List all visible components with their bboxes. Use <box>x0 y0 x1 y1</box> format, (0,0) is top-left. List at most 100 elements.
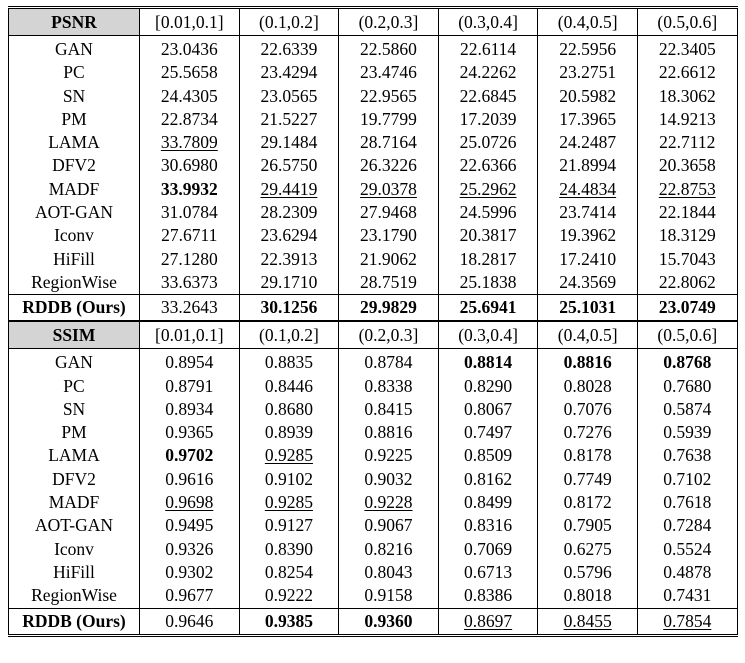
table-cell: 25.2962 <box>437 177 539 202</box>
table-cell: 17.2410 <box>537 247 638 271</box>
cell-value: 24.2487 <box>559 132 617 153</box>
cell-value: 0.8172 <box>563 492 612 513</box>
method-name: MADF <box>8 177 140 202</box>
cell-value: 15.7043 <box>658 248 716 269</box>
cell-value: 18.3129 <box>658 225 716 246</box>
cell-value: 22.6114 <box>459 39 517 59</box>
cell-value: 22.9565 <box>360 85 417 106</box>
table-cell: 25.1838 <box>437 270 539 295</box>
method-name: GAN <box>8 35 140 62</box>
table-cell: 0.9360 <box>338 607 439 637</box>
table-cell: 33.9932 <box>139 177 240 202</box>
table-row: DFV2 30.6980 26.5750 26.3226 22.6366 21.8994 2… <box>8 154 738 178</box>
table-cell: 0.8455 <box>537 607 638 637</box>
table-cell: 20.5982 <box>537 84 638 108</box>
cell-value: 17.2410 <box>559 248 617 269</box>
cell-value: 29.0378 <box>360 178 417 199</box>
table-cell: 0.8680 <box>238 397 340 422</box>
cell-value: 23.7414 <box>559 202 617 223</box>
table-cell: 31.0784 <box>139 201 240 225</box>
table-cell: 0.9495 <box>139 514 240 538</box>
cell-value: 0.9222 <box>264 585 313 606</box>
table-cell: 28.2309 <box>238 201 340 225</box>
cell-value: 0.7618 <box>663 492 712 513</box>
table-cell: 0.8509 <box>437 444 539 468</box>
cell-value: 0.9385 <box>264 610 313 631</box>
table-cell: 22.6339 <box>238 35 340 62</box>
method-name: AOT-GAN <box>8 201 140 225</box>
table-row: Iconv 0.9326 0.8390 0.8216 0.7069 0.6275 0.552… <box>8 537 738 561</box>
method-name: Iconv <box>8 537 140 561</box>
table-cell: 0.9067 <box>338 514 439 538</box>
method-name: Iconv <box>8 224 140 248</box>
table-cell: 0.9326 <box>139 537 240 561</box>
cell-value: 0.7102 <box>663 468 712 489</box>
cell-value: 22.3913 <box>260 248 318 269</box>
cell-value: 23.4294 <box>260 62 318 83</box>
table-cell: 27.1280 <box>139 247 240 271</box>
cell-value: 22.6612 <box>658 62 716 83</box>
table-cell: 22.6366 <box>437 154 539 178</box>
cell-value: 0.7680 <box>663 375 712 396</box>
table-cell: 28.7164 <box>338 131 439 155</box>
table-row: RegionWise 33.6373 29.1710 28.7519 25.1838 24… <box>8 270 738 295</box>
cell-value: 24.4305 <box>160 85 218 106</box>
column-header: (0.3,0.4] <box>437 6 539 36</box>
table-cell: 0.8934 <box>139 397 240 422</box>
table-cell: 29.9829 <box>338 294 439 323</box>
table-cell: 0.7749 <box>537 467 638 492</box>
table-cell: 25.5658 <box>139 61 240 85</box>
cell-value: 0.8446 <box>264 375 313 396</box>
table-cell: 20.3658 <box>636 154 738 178</box>
table-cell: 29.1710 <box>238 270 340 295</box>
method-name: SN <box>8 397 140 422</box>
table-cell: 0.9127 <box>238 514 340 538</box>
cell-value: 0.7749 <box>563 468 612 489</box>
table-cell: 23.7414 <box>537 201 638 225</box>
table-cell: 24.3569 <box>537 270 638 295</box>
cell-value: 29.1710 <box>260 271 318 292</box>
results-table-container: PSNR [0.01,0.1] (0.1,0.2] (0.2,0.3] (0.3,0.4… <box>8 6 738 637</box>
table-cell: 22.6612 <box>636 61 738 85</box>
cell-value: 0.5939 <box>663 422 712 443</box>
table-cell: 0.9365 <box>139 421 240 445</box>
table-cell: 0.9385 <box>238 607 340 637</box>
table-cell: 0.9616 <box>139 467 240 492</box>
table-cell: 0.8067 <box>437 397 539 422</box>
cell-value: 33.9932 <box>160 178 218 199</box>
cell-value: 0.9225 <box>364 445 413 466</box>
cell-value: 19.7799 <box>360 108 417 129</box>
cell-value: 28.2309 <box>260 202 318 223</box>
cell-value: 0.8934 <box>165 398 214 419</box>
table-cell: 21.5227 <box>238 107 340 132</box>
cell-value: 0.8316 <box>464 515 513 536</box>
cell-value: 23.0565 <box>260 85 318 106</box>
table-cell: 0.8178 <box>537 444 638 468</box>
method-name: DFV2 <box>8 467 140 492</box>
table-cell: 0.9158 <box>338 584 439 609</box>
cell-value: 22.5956 <box>559 39 617 59</box>
cell-value: 23.0749 <box>658 297 716 318</box>
cell-value: 23.0436 <box>160 39 218 59</box>
cell-value: 0.9127 <box>264 515 313 536</box>
table-cell: 18.3062 <box>636 84 738 108</box>
table-cell: 0.8162 <box>437 467 539 492</box>
cell-value: 0.9285 <box>264 492 313 513</box>
results-table: PSNR [0.01,0.1] (0.1,0.2] (0.2,0.3] (0.3,0.4… <box>8 6 738 637</box>
table-cell: 21.8994 <box>537 154 638 178</box>
cell-value: 24.4834 <box>559 178 617 199</box>
cell-value: 18.3062 <box>658 85 716 106</box>
table-cell: 0.7076 <box>537 397 638 422</box>
table-cell: 0.8172 <box>537 491 638 515</box>
method-name: SN <box>8 84 140 108</box>
cell-value: 0.8939 <box>264 422 313 443</box>
cell-value: 0.7276 <box>563 422 612 443</box>
table-cell: 33.6373 <box>139 270 240 295</box>
cell-value: 0.7069 <box>464 538 513 559</box>
cell-value: 0.9067 <box>364 515 413 536</box>
cell-value: 25.0726 <box>459 132 517 153</box>
cell-value: 0.5874 <box>663 398 712 419</box>
table-cell: 0.7618 <box>636 491 738 515</box>
cell-value: 28.7164 <box>360 132 417 153</box>
cell-value: 24.2262 <box>459 62 517 83</box>
